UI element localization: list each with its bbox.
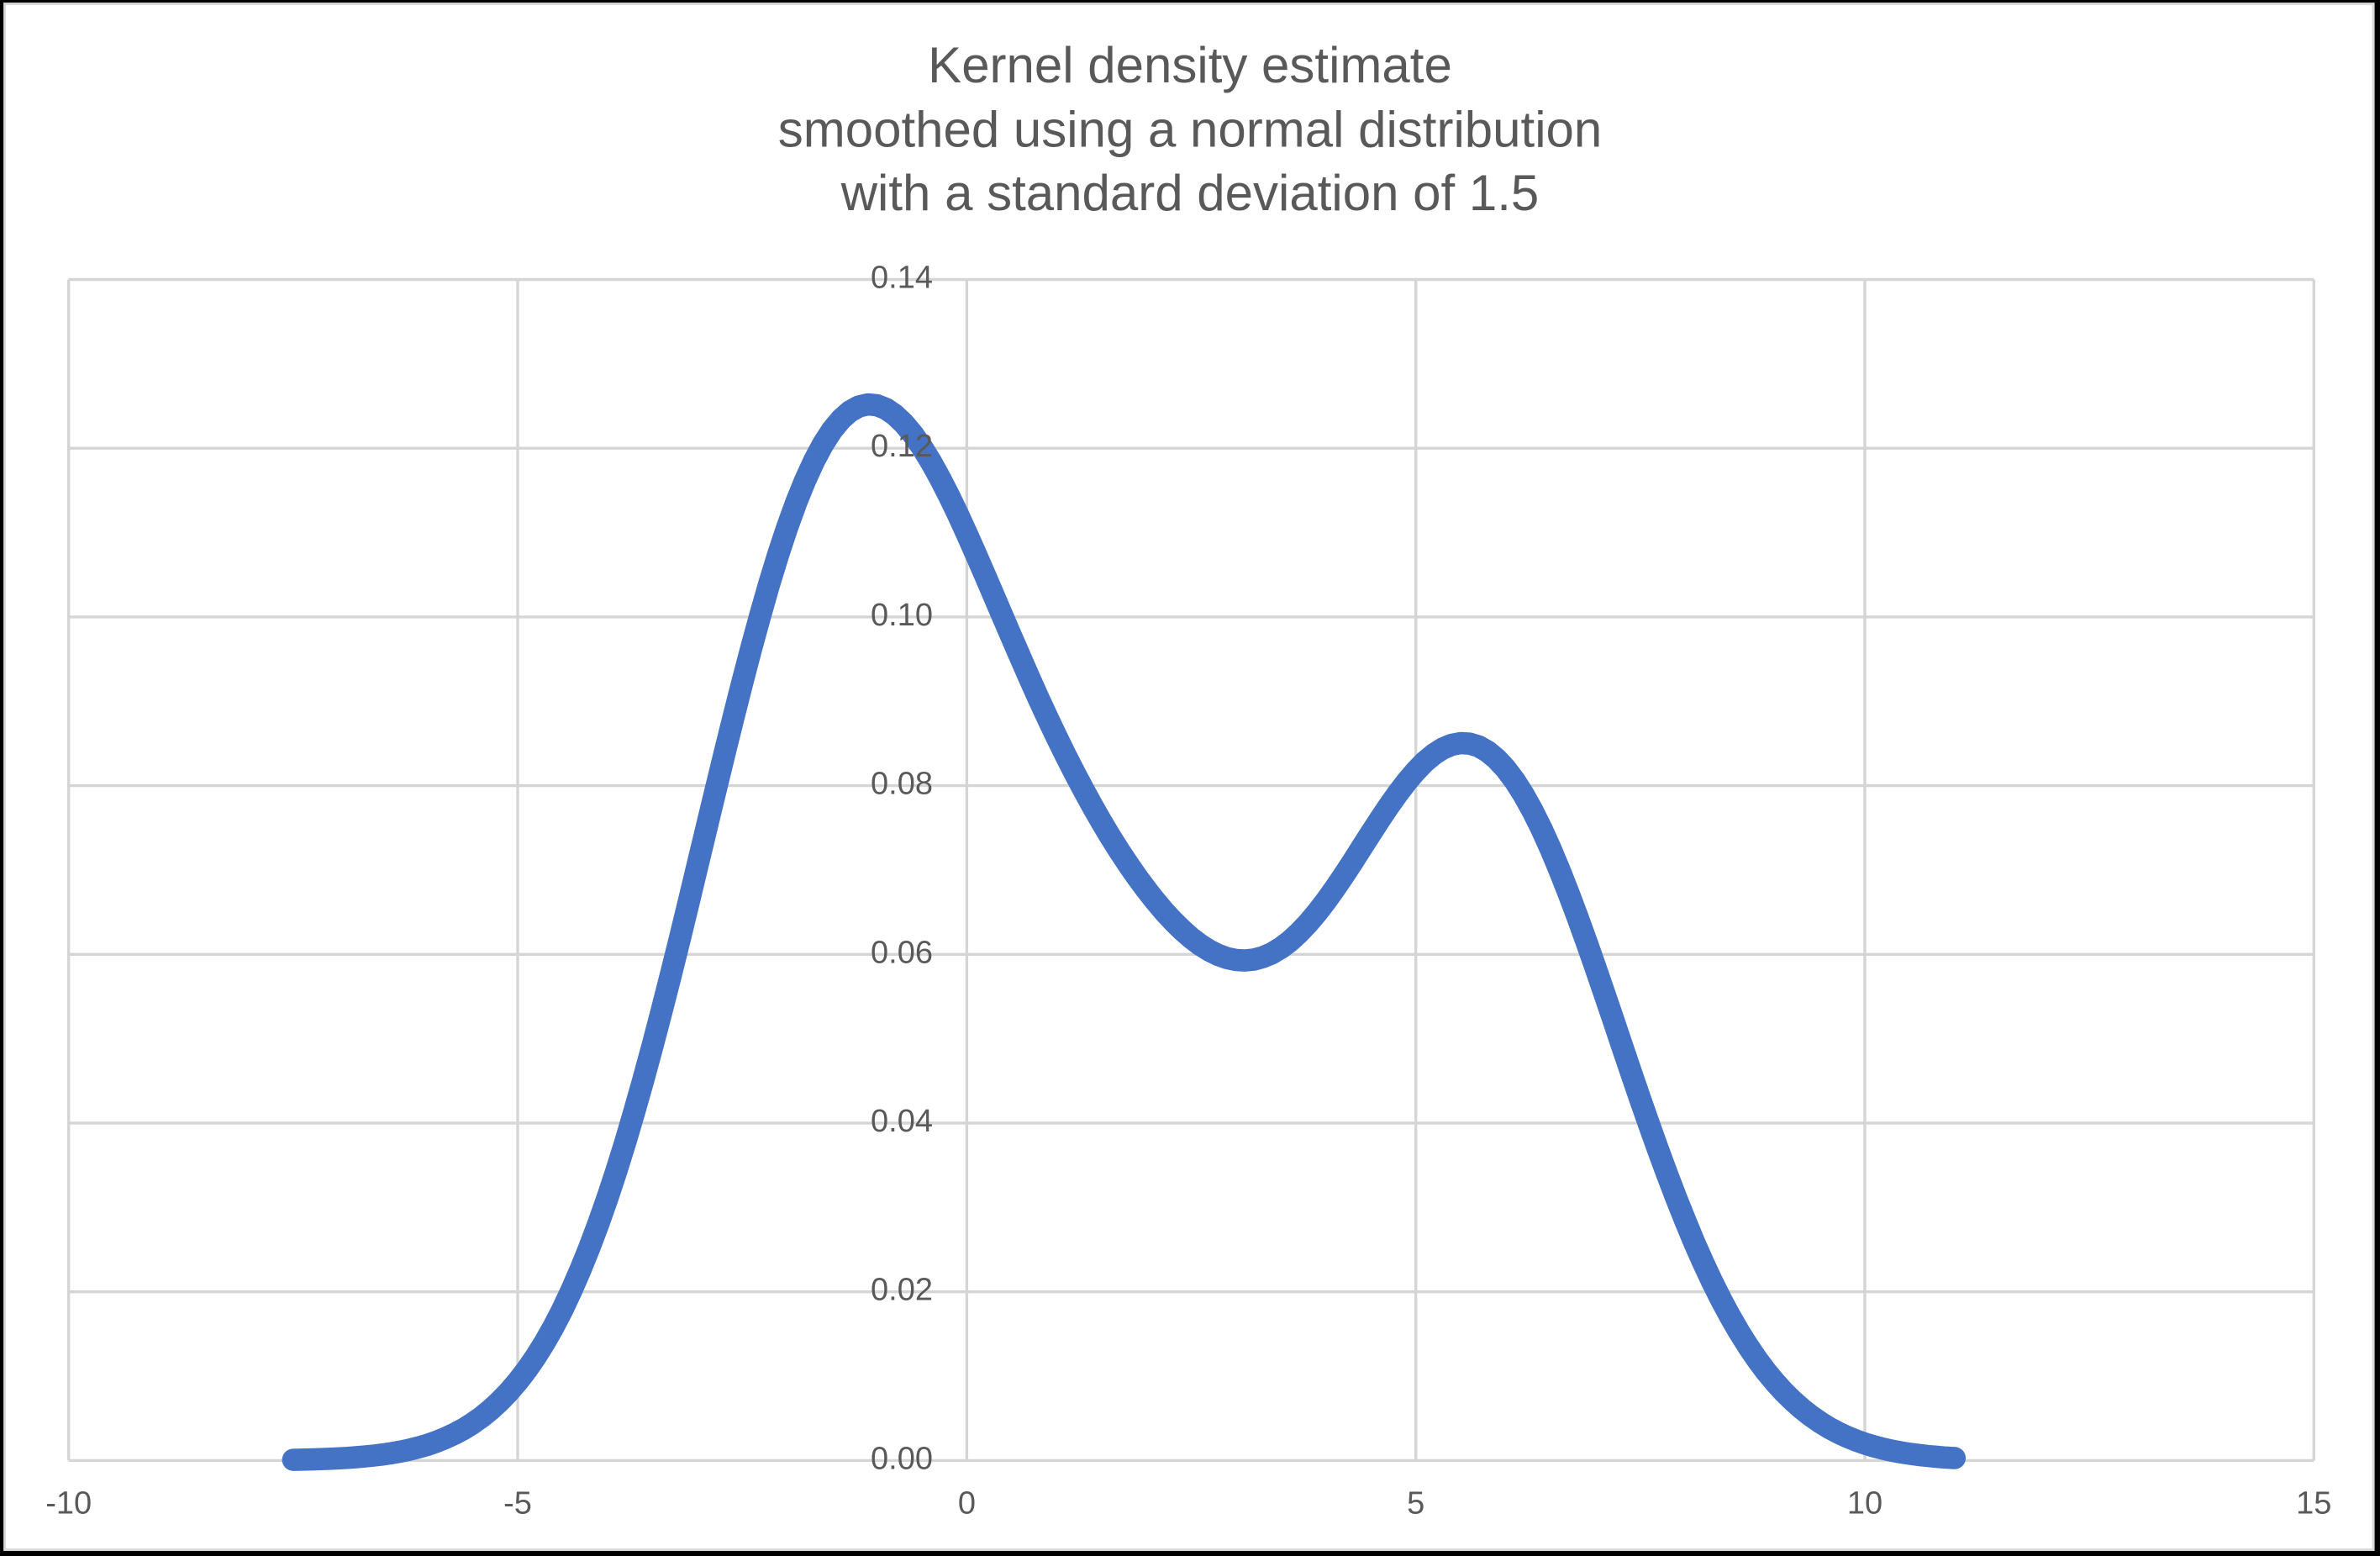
- svg-text:15: 15: [2296, 1486, 2331, 1522]
- svg-text:10: 10: [1847, 1486, 1882, 1522]
- svg-text:0.06: 0.06: [871, 935, 933, 970]
- svg-text:-10: -10: [45, 1486, 92, 1522]
- svg-text:0.08: 0.08: [871, 767, 933, 802]
- svg-text:0.14: 0.14: [871, 261, 933, 296]
- svg-text:with a standard deviation of 1: with a standard deviation of 1.5: [840, 165, 1540, 221]
- svg-text:0.00: 0.00: [871, 1441, 933, 1476]
- svg-text:Kernel density estimate: Kernel density estimate: [928, 37, 1452, 93]
- svg-text:0.02: 0.02: [871, 1273, 933, 1308]
- svg-text:0: 0: [958, 1486, 976, 1522]
- svg-text:smoothed using a normal distri: smoothed using a normal distribution: [778, 102, 1603, 158]
- svg-text:0.12: 0.12: [871, 429, 933, 464]
- svg-text:5: 5: [1407, 1486, 1424, 1522]
- svg-text:0.04: 0.04: [871, 1104, 933, 1139]
- svg-text:-5: -5: [503, 1486, 532, 1522]
- svg-text:0.10: 0.10: [871, 598, 933, 633]
